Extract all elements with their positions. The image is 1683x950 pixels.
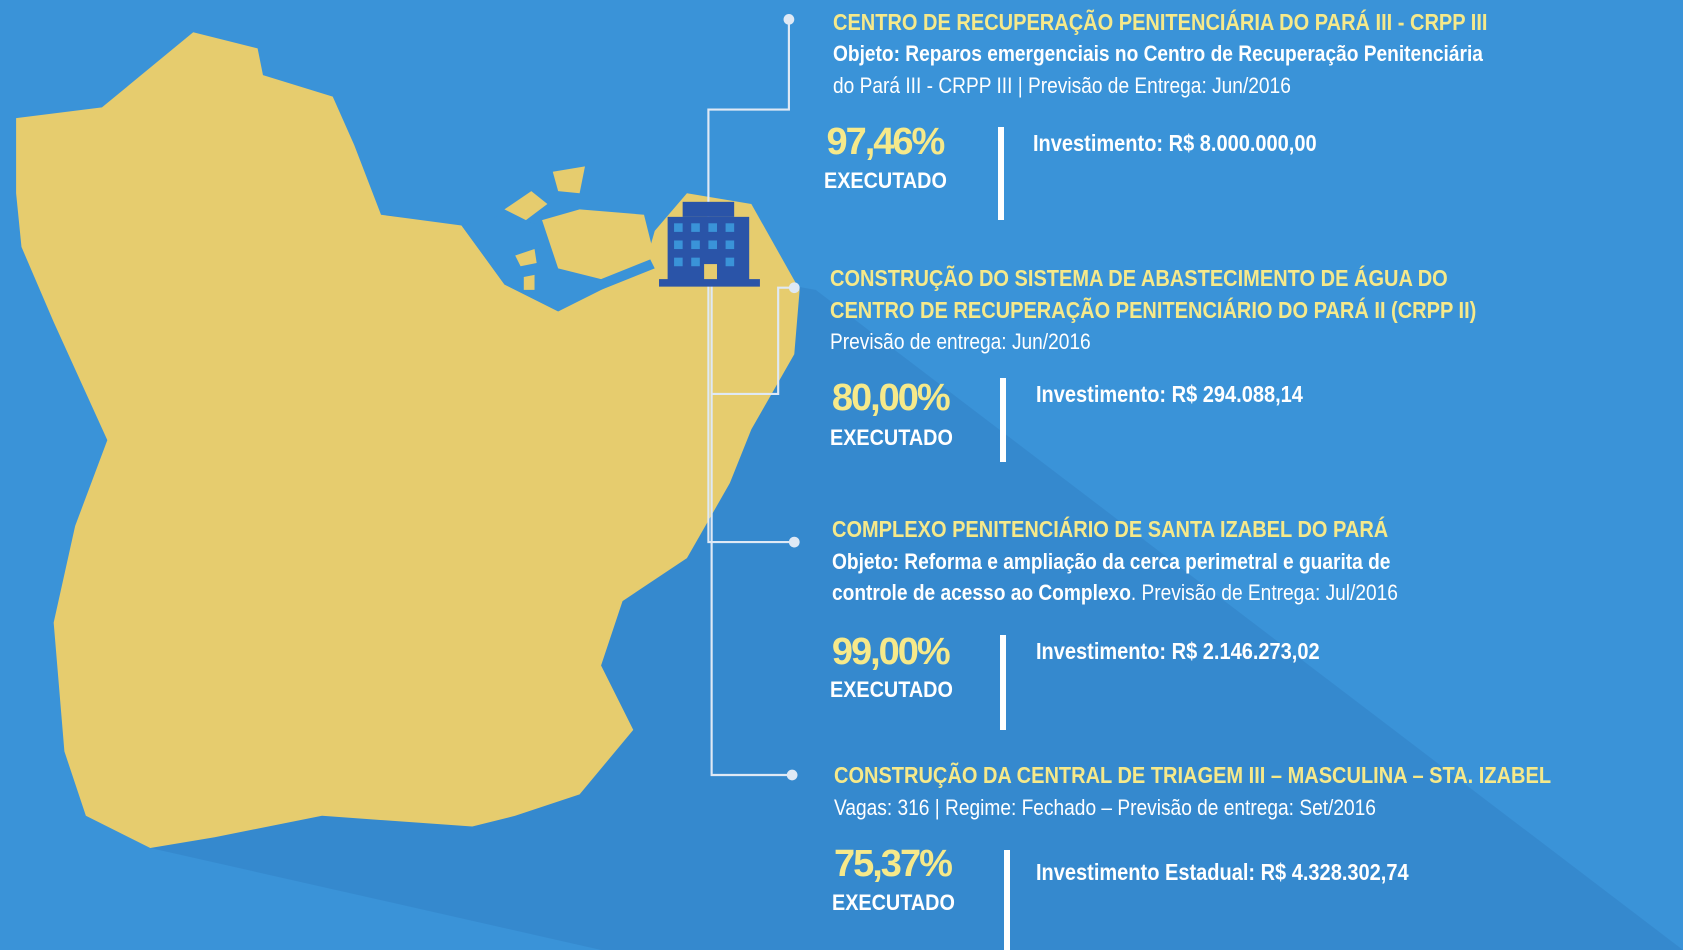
connectors [707, 19, 795, 777]
connector-dots [783, 13, 800, 781]
item-description: Objeto: Reparos emergenciais no Centro d… [832, 40, 1483, 66]
item-description: do Pará III - CRPP III | Previsão de Ent… [832, 72, 1291, 98]
percent-executed: 97,46% [826, 121, 945, 164]
island [552, 166, 585, 194]
island [523, 274, 535, 290]
investment: Investimento: R$ 8.000.000,00 [1032, 130, 1317, 157]
item-title: CONSTRUÇÃO DO SISTEMA DE ABASTECIMENTO D… [829, 265, 1448, 292]
description-segment: Previsão de entrega: Jun/2016 [829, 329, 1091, 355]
item-title: COMPLEXO PENITENCIÁRIO DE SANTA IZABEL D… [831, 516, 1389, 543]
description-segment: controle de acesso ao Complexo [831, 580, 1131, 606]
item-description: Objeto: Reforma e ampliação da cerca per… [831, 548, 1391, 574]
divider [1000, 377, 1007, 462]
description-segment: Vagas: 316 | Regime: Fechado – Previsão … [833, 795, 1376, 821]
investment: Investimento: R$ 294.088,14 [1035, 381, 1303, 408]
percent-executed: 80,00% [831, 376, 951, 419]
description-segment: Objeto: Reforma e ampliação da cerca per… [831, 548, 1391, 574]
description-segment: Objeto: Reparos emergenciais no Centro d… [832, 40, 1483, 66]
divider [1003, 850, 1010, 950]
item-description: Previsão de entrega: Jun/2016 [830, 331, 1091, 353]
divider [998, 126, 1005, 221]
map-state [16, 32, 800, 848]
item-title: CENTRO DE RECUPERAÇÃO PENITENCIÁRIA DO P… [832, 8, 1488, 35]
divider [1000, 635, 1007, 730]
percent-executed: 99,00% [831, 631, 951, 674]
status-label: EXECUTADO [831, 889, 955, 915]
building-icon [659, 201, 760, 287]
percent-executed: 75,37% [833, 842, 953, 885]
item-title: CONSTRUÇÃO DA CENTRAL DE TRIAGEM III – M… [833, 762, 1552, 789]
island [515, 249, 537, 267]
island [542, 209, 655, 280]
investment: Investimento: R$ 2.146.273,02 [1035, 637, 1320, 664]
description-segment: . Previsão de Entrega: Jul/2016 [1130, 580, 1398, 606]
item-description: Vagas: 316 | Regime: Fechado – Previsão … [834, 797, 1376, 819]
item-description: controle de acesso ao Complexo. Previsão… [832, 582, 1398, 604]
status-label: EXECUTADO [829, 677, 953, 703]
status-label: EXECUTADO [824, 167, 948, 193]
island [504, 191, 548, 221]
investment: Investimento Estadual: R$ 4.328.302,74 [1035, 858, 1409, 885]
item-title: CENTRO DE RECUPERAÇÃO PENITENCIÁRIO DO P… [829, 296, 1476, 323]
status-label: EXECUTADO [829, 425, 953, 451]
description-segment: do Pará III - CRPP III | Previsão de Ent… [832, 72, 1291, 98]
